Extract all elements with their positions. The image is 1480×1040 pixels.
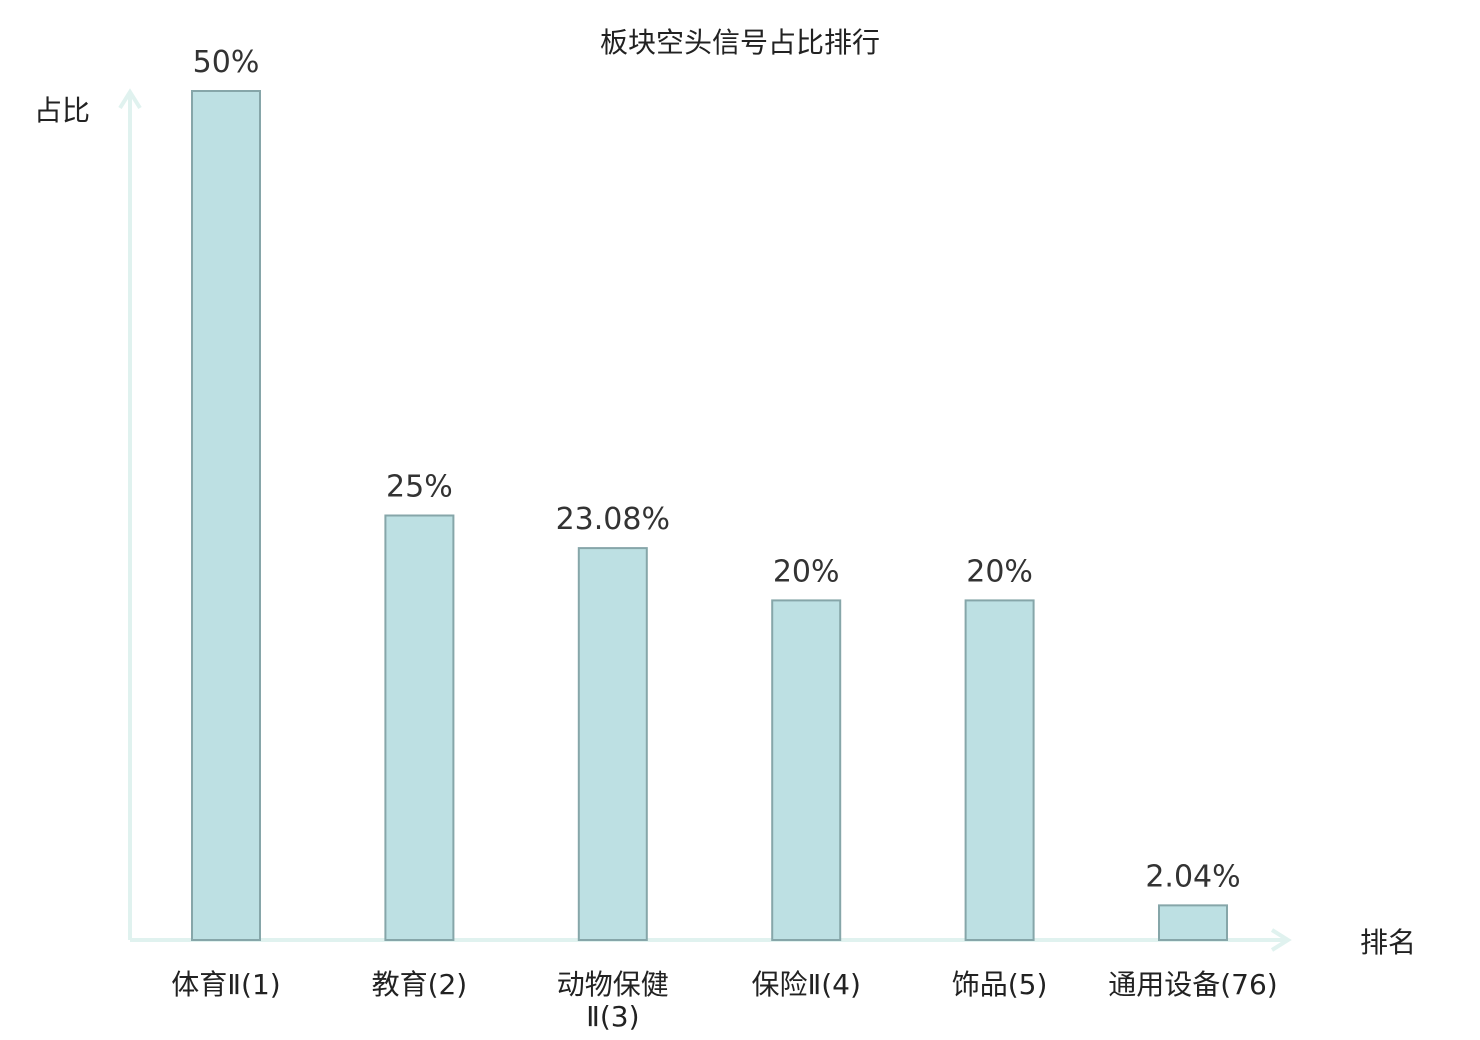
bar-2 bbox=[384, 514, 455, 941]
value-labels-group: 50% 25% 23.08% 20% 20% 2.04% bbox=[193, 45, 1241, 894]
category-label-2: 教育(2) bbox=[372, 968, 468, 1001]
category-label-line: 保险Ⅱ(4) bbox=[751, 968, 860, 1001]
bar-6 bbox=[1158, 904, 1228, 941]
bar-1 bbox=[191, 90, 261, 941]
x-axis-arrowhead bbox=[1270, 928, 1292, 952]
category-label-1: 体育Ⅱ(1) bbox=[171, 968, 280, 1001]
value-label-2: 25% bbox=[386, 470, 453, 505]
value-label-6: 2.04% bbox=[1145, 859, 1240, 894]
bar-5 bbox=[964, 599, 1035, 942]
bar-4 bbox=[771, 599, 842, 942]
category-label-4: 保险Ⅱ(4) bbox=[751, 968, 860, 1001]
category-label-3: 动物保健 Ⅱ(3) bbox=[557, 968, 669, 1033]
bar-3 bbox=[577, 547, 648, 942]
category-label-line: 饰品(5) bbox=[952, 968, 1048, 1001]
y-axis-arrowhead bbox=[118, 88, 142, 110]
y-axis-label: 占比 bbox=[34, 94, 90, 127]
value-label-4: 20% bbox=[773, 554, 840, 589]
category-label-6: 通用设备(76) bbox=[1108, 968, 1277, 1001]
value-label-3: 23.08% bbox=[556, 502, 670, 537]
category-label-line: 体育Ⅱ(1) bbox=[171, 968, 280, 1001]
category-label-line: 通用设备(76) bbox=[1108, 968, 1277, 1001]
category-label-line: 动物保健 bbox=[557, 968, 669, 1001]
category-label-5: 饰品(5) bbox=[952, 968, 1048, 1001]
category-labels-group: 体育Ⅱ(1) 教育(2) 动物保健 Ⅱ(3) 保险Ⅱ(4) 饰品(5) 通用设备(76) bbox=[171, 968, 1277, 1033]
category-label-line: 教育(2) bbox=[372, 968, 468, 1001]
chart-title: 板块空头信号占比排行 bbox=[600, 26, 880, 59]
value-label-1: 50% bbox=[193, 45, 260, 80]
x-axis-label: 排名 bbox=[1360, 926, 1416, 959]
bars-group bbox=[191, 90, 1228, 942]
category-label-line: Ⅱ(3) bbox=[586, 1000, 639, 1033]
value-label-5: 20% bbox=[966, 554, 1033, 589]
